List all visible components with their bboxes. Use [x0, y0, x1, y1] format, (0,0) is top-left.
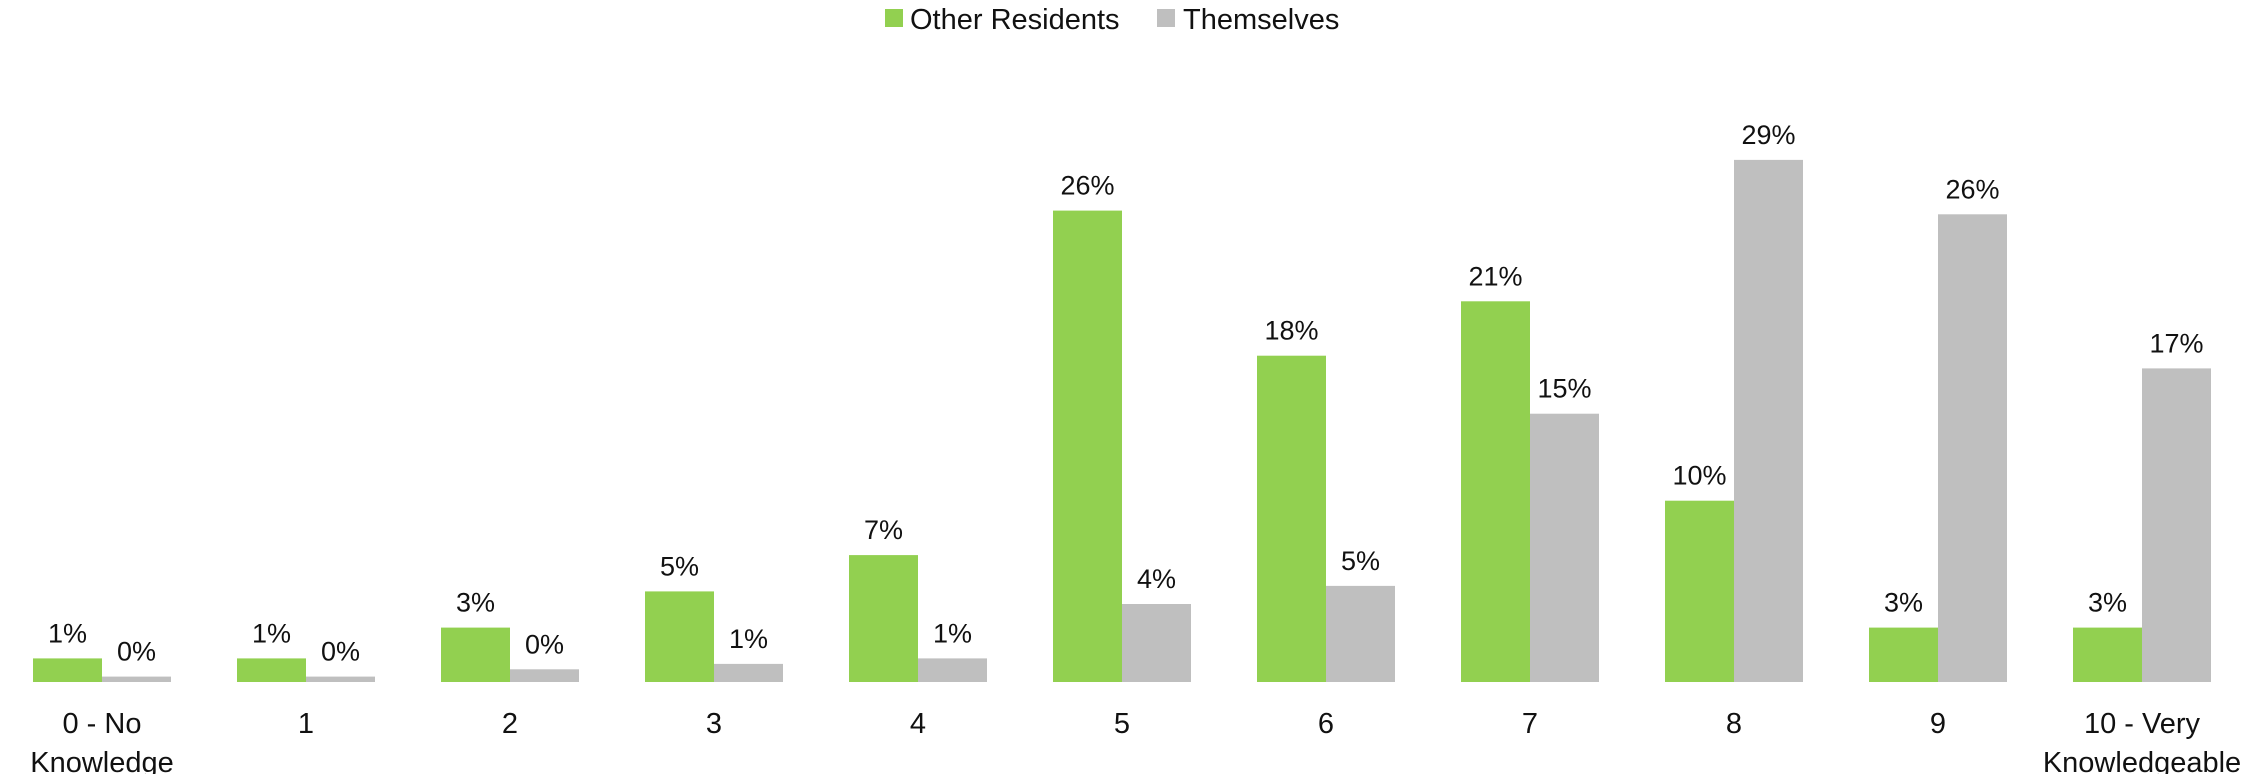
bar-themselves-6: [1326, 585, 1395, 682]
x-axis: 0 - No Knowledge 1 2 3 4 5 6 7 8 9 10 - Very Knowled…: [30, 708, 2241, 779]
data-label-themselves-5: 4%: [1137, 564, 1176, 594]
bar-themselves-0: [102, 676, 171, 682]
data-label-other-residents-9: 3%: [1884, 588, 1923, 618]
data-label-themselves-3: 1%: [729, 624, 768, 654]
legend: Other Residents Themselves: [885, 4, 1339, 36]
x-tick-label-8: 8: [1726, 708, 1742, 740]
x-tick-label-3: 3: [706, 708, 722, 740]
x-tick-label-4: 4: [910, 708, 926, 740]
data-label-themselves-6: 5%: [1341, 546, 1380, 576]
data-label-themselves-0: 0%: [117, 637, 156, 667]
x-tick-label-5: 5: [1114, 708, 1130, 740]
bar-themselves-5: [1122, 604, 1191, 682]
data-label-themselves-8: 29%: [1741, 120, 1795, 150]
data-label-other-residents-3: 5%: [660, 551, 699, 581]
data-label-other-residents-8: 10%: [1672, 461, 1726, 491]
data-label-other-residents-10: 3%: [2088, 588, 2127, 618]
data-label-other-residents-6: 18%: [1264, 316, 1318, 346]
data-label-themselves-4: 1%: [933, 618, 972, 648]
x-tick-label-0-line-0: 0 - No: [63, 708, 142, 740]
bar-themselves-1: [306, 676, 375, 682]
bar-other-residents-7: [1461, 301, 1530, 682]
bar-themselves-8: [1734, 159, 1803, 682]
bar-other-residents-0: [33, 658, 102, 682]
bar-other-residents-3: [645, 591, 714, 682]
legend-label-0: Other Residents: [910, 4, 1120, 36]
bar-other-residents-8: [1665, 500, 1734, 682]
data-label-other-residents-5: 26%: [1060, 171, 1114, 201]
data-label-themselves-7: 15%: [1537, 374, 1591, 404]
data-label-other-residents-2: 3%: [456, 588, 495, 618]
bar-other-residents-9: [1869, 627, 1938, 682]
x-tick-label-6: 6: [1318, 708, 1334, 740]
bar-themselves-9: [1938, 214, 2007, 683]
legend-swatch-0: [885, 9, 903, 27]
data-label-other-residents-0: 1%: [48, 618, 87, 648]
data-label-other-residents-4: 7%: [864, 515, 903, 545]
data-label-themselves-9: 26%: [1945, 174, 1999, 204]
bar-other-residents-5: [1053, 210, 1122, 682]
bar-other-residents-4: [849, 555, 918, 682]
legend-swatch-1: [1157, 9, 1175, 27]
bar-themselves-2: [510, 669, 579, 682]
data-label-other-residents-1: 1%: [252, 618, 291, 648]
x-tick-label-7: 7: [1522, 708, 1538, 740]
bar-other-residents-10: [2073, 627, 2142, 682]
x-tick-label-10-line-0: 10 - Very: [2084, 708, 2201, 740]
bar-themselves-7: [1530, 413, 1599, 682]
legend-label-1: Themselves: [1183, 4, 1339, 36]
bar-themselves-3: [714, 663, 783, 682]
x-tick-label-2: 2: [502, 708, 518, 740]
bar-other-residents-2: [441, 627, 510, 682]
x-tick-label-10-line-1: Knowledgeable: [2043, 747, 2241, 774]
x-tick-label-0-line-1: Knowledge: [30, 747, 174, 774]
bar-themselves-10: [2142, 368, 2211, 682]
data-label-themselves-2: 0%: [525, 629, 564, 659]
data-label-themselves-10: 17%: [2149, 328, 2203, 358]
data-label-themselves-1: 0%: [321, 637, 360, 667]
data-label-other-residents-7: 21%: [1468, 261, 1522, 291]
data-labels: 1% 0% 1% 0% 3% 0% 5% 1% 7% 1% 26% 4% 18% 5% 21% 15% 10% 2…: [48, 120, 2204, 667]
bar-other-residents-6: [1257, 355, 1326, 682]
x-tick-label-9: 9: [1930, 708, 1946, 740]
bar-other-residents-1: [237, 658, 306, 682]
bars: [33, 159, 2211, 683]
x-tick-label-1: 1: [298, 708, 314, 740]
bar-themselves-4: [918, 658, 987, 682]
